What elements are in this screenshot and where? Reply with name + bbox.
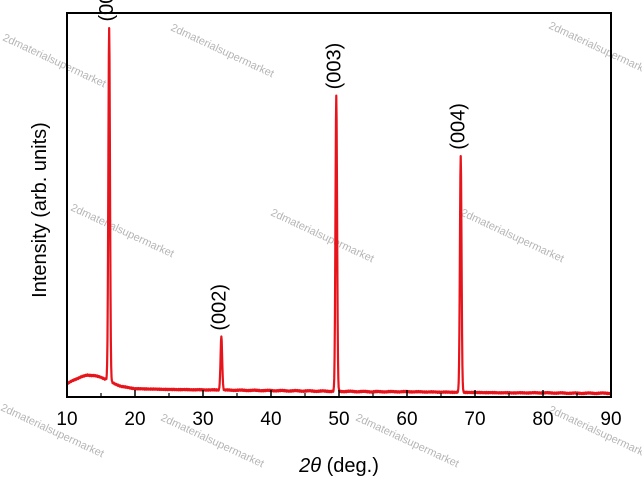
x-tick-label: 10 xyxy=(56,409,77,430)
peak-label: (001) xyxy=(96,0,118,22)
x-axis-title: 2θ (deg.) xyxy=(298,455,379,477)
x-tick-label: 30 xyxy=(192,409,213,430)
y-axis-title: Intensity (arb. units) xyxy=(29,122,51,298)
watermark-layer: 2dmaterialsupermarket 2dmaterialsupermark… xyxy=(0,20,642,470)
peak-label: (004) xyxy=(448,103,470,150)
watermark-text: 2dmaterialsupermarket xyxy=(269,207,376,265)
watermark-text: 2dmaterialsupermarket xyxy=(169,22,276,80)
x-tick-label: 20 xyxy=(124,409,145,430)
watermark-text: 2dmaterialsupermarket xyxy=(69,202,176,260)
x-tick-label: 90 xyxy=(600,409,621,430)
watermark-text: 2dmaterialsupermarket xyxy=(459,207,566,265)
watermark-text: 2dmaterialsupermarket xyxy=(0,402,106,460)
watermark-text: 2dmaterialsupermarket xyxy=(547,20,642,78)
x-tick-label: 60 xyxy=(396,409,417,430)
peak-label: (002) xyxy=(208,284,230,331)
peak-labels: (001) (002) (003) (004) xyxy=(96,0,470,331)
watermark-text: 2dmaterialsupermarket xyxy=(547,404,642,462)
x-tick-label: 70 xyxy=(464,409,485,430)
x-axis-title-symbol: 2θ xyxy=(298,455,321,477)
xrd-line-series xyxy=(66,26,612,396)
x-tick-label: 80 xyxy=(532,409,553,430)
watermark-text: 2dmaterialsupermarket xyxy=(1,32,108,90)
x-axis-title-unit: (deg.) xyxy=(321,455,379,477)
x-tick-label: 40 xyxy=(260,409,281,430)
peak-label: (003) xyxy=(323,43,345,90)
x-tick-label: 50 xyxy=(328,409,349,430)
x-axis-ticks: 10 20 30 40 50 60 70 80 90 xyxy=(56,390,622,430)
